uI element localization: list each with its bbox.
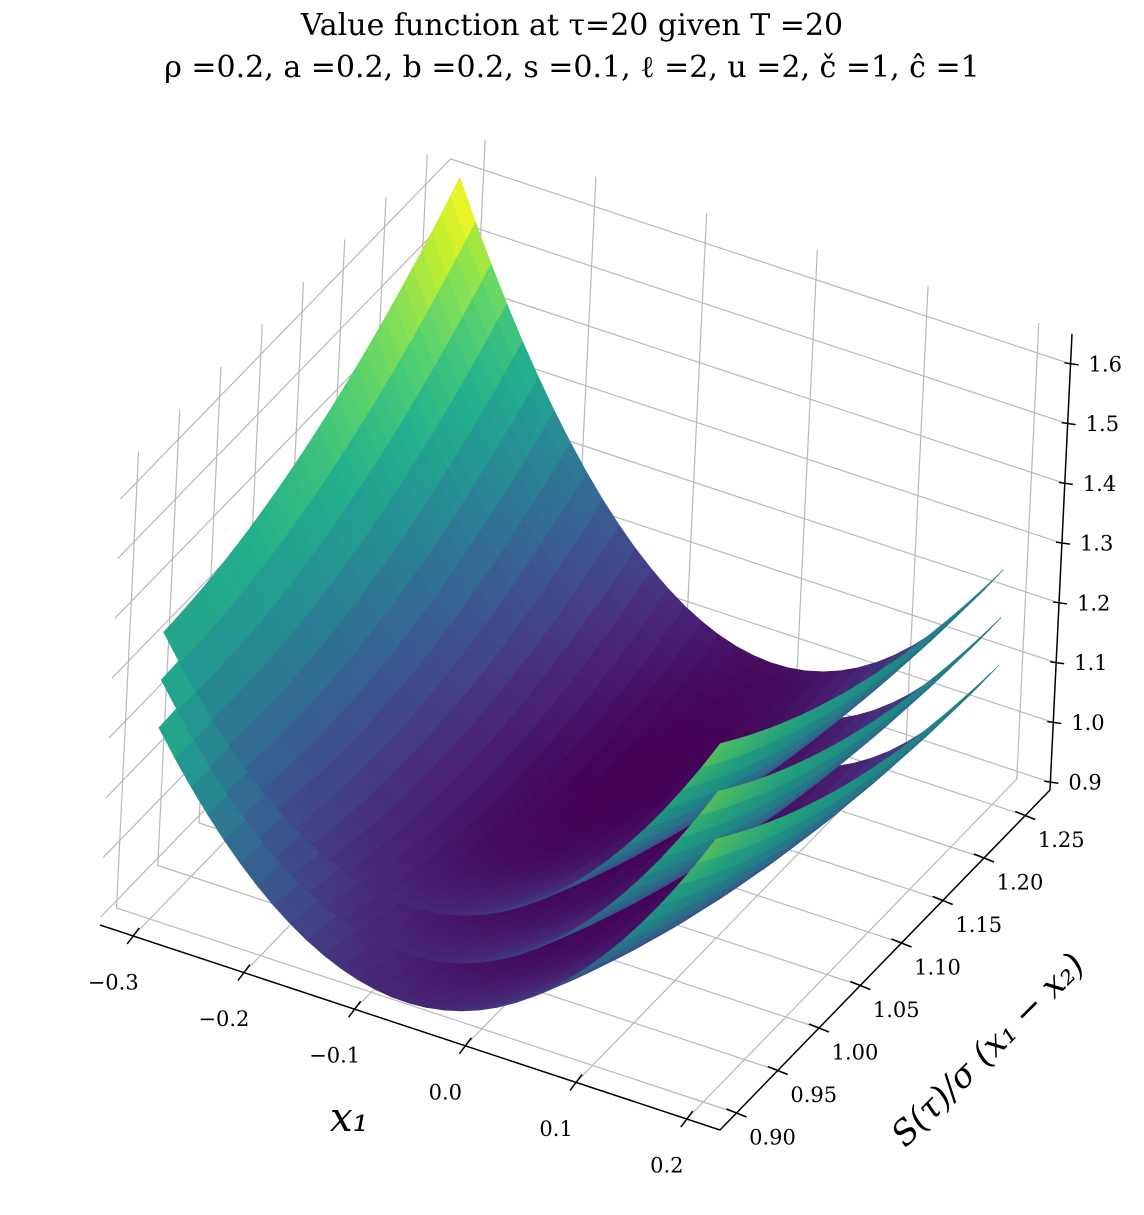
y-tick-label: 1.05 — [873, 998, 920, 1022]
surface-patch — [163, 621, 190, 664]
y-tick-label: 0.95 — [790, 1083, 837, 1107]
gridline-y — [116, 907, 737, 1114]
z-tick — [1064, 362, 1079, 366]
gridline-z — [450, 158, 1071, 365]
z-tick — [1055, 541, 1071, 545]
gridline-z — [120, 158, 451, 500]
x-tick — [680, 1110, 694, 1128]
y-tick — [808, 1023, 830, 1033]
surface-patch — [696, 836, 726, 864]
x-tick — [348, 1000, 362, 1018]
x-tick — [569, 1073, 583, 1091]
gridline-x — [794, 249, 818, 706]
gridline-z — [447, 218, 1068, 425]
z-tick — [1058, 481, 1073, 486]
z-tick — [1047, 720, 1062, 725]
x-tick-label: 0.2 — [650, 1154, 683, 1178]
y-tick-label: 1.15 — [955, 913, 1002, 937]
y-tick — [1014, 810, 1036, 821]
y-tick — [726, 1108, 747, 1118]
y-tick-label: 1.25 — [1038, 828, 1085, 852]
gridline-z — [117, 218, 449, 560]
axes: −0.3 −0.2 −0.1 0.0 0.1 0.2 0.90 0.95 1.00 1.05 1.1… — [88, 333, 1122, 1178]
x-tick — [126, 927, 140, 945]
z-tick-label: 1.2 — [1077, 591, 1110, 615]
y-tick — [973, 853, 995, 863]
y-tick — [767, 1065, 789, 1076]
gridline-z — [441, 337, 1063, 544]
x-tick-label: −0.1 — [309, 1044, 360, 1068]
z-tick — [1052, 601, 1068, 605]
x-axis-line — [99, 924, 721, 1131]
gridline-x — [905, 286, 929, 743]
x-tick-label: −0.3 — [88, 970, 139, 994]
z-tick-label: 1.0 — [1071, 711, 1104, 735]
y-tick-label: 1.00 — [832, 1041, 879, 1065]
x-axis-label: x₁ — [330, 1095, 369, 1141]
y-tick — [849, 980, 871, 991]
surface-patch — [701, 740, 731, 768]
x-tick — [237, 964, 251, 982]
y-tick-label: 1.10 — [914, 956, 961, 980]
gridline-z — [444, 277, 1065, 484]
gridline-x — [686, 778, 1018, 1120]
x-tick-label: −0.2 — [198, 1007, 249, 1031]
gridline-y — [115, 451, 140, 909]
z-tick — [1044, 780, 1059, 784]
z-tick-label: 0.9 — [1068, 771, 1101, 795]
y-tick-label: 0.90 — [749, 1126, 796, 1150]
z-tick-label: 1.5 — [1086, 412, 1119, 436]
z-tick-label: 1.4 — [1083, 472, 1116, 496]
y-tick-label: 1.20 — [997, 871, 1044, 895]
surface-patch — [158, 717, 185, 759]
z-tick — [1061, 421, 1076, 426]
y-tick — [891, 938, 912, 948]
gridline-x — [684, 213, 708, 670]
chart-title: Value function at τ=20 given T =20 — [300, 8, 844, 43]
chart-subtitle: ρ =0.2, a =0.2, b =0.2, s =0.1, ℓ =2, u … — [164, 50, 980, 85]
y-axis-line — [719, 789, 1051, 1131]
x-tick-label: 0.0 — [429, 1080, 462, 1104]
x-tick — [458, 1037, 472, 1055]
y-tick — [932, 895, 954, 906]
gridline-x — [1016, 322, 1040, 780]
surface-patch — [698, 788, 728, 816]
z-tick-label: 1.3 — [1080, 532, 1113, 556]
x-tick-label: 0.1 — [539, 1117, 572, 1141]
z-tick-label: 1.1 — [1074, 651, 1107, 675]
z-tick — [1050, 660, 1065, 665]
surfaces — [158, 176, 1004, 1012]
surface-patch — [160, 669, 187, 712]
z-axis-line — [1049, 333, 1073, 791]
z-tick-label: 1.6 — [1089, 352, 1122, 376]
